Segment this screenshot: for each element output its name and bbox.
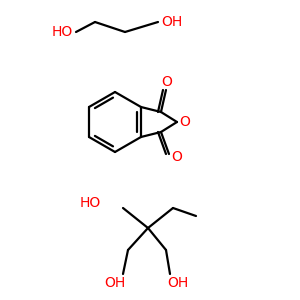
Text: O: O [172, 150, 182, 164]
Text: HO: HO [80, 196, 101, 210]
Text: OH: OH [161, 15, 183, 29]
Text: OH: OH [167, 276, 189, 290]
Text: HO: HO [51, 25, 73, 39]
Text: OH: OH [104, 276, 126, 290]
Text: O: O [161, 75, 172, 89]
Text: O: O [179, 115, 191, 129]
